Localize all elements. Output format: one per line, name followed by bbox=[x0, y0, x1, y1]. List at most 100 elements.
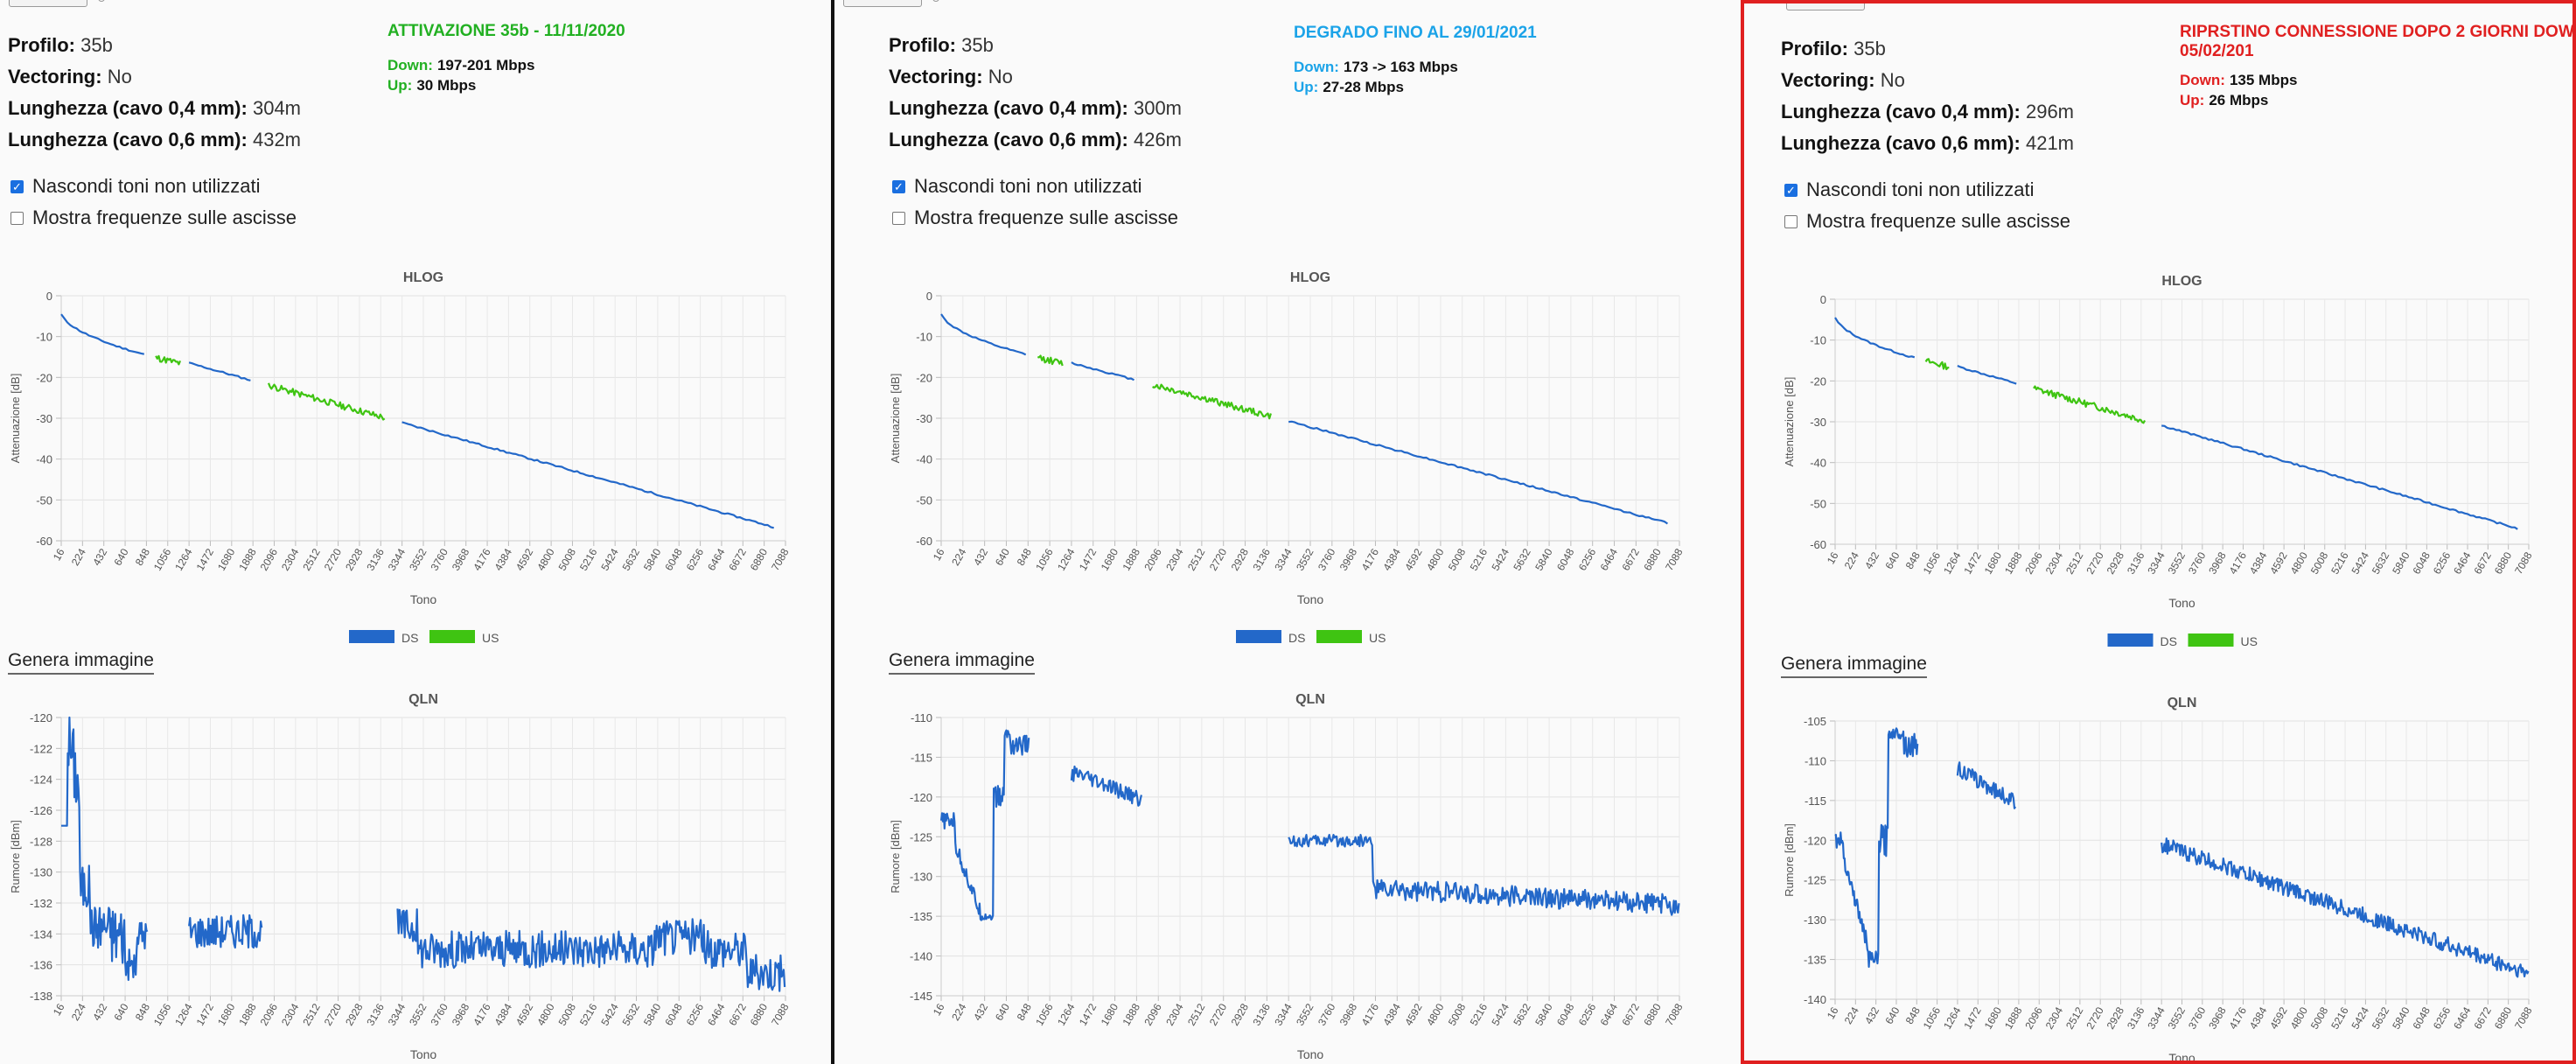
x-tick-label: 224 bbox=[949, 1001, 968, 1023]
top-radio-stub[interactable] bbox=[98, 0, 105, 2]
x-tick-label: 6464 bbox=[705, 1001, 728, 1027]
generate-image-link[interactable]: Genera immagine bbox=[8, 650, 154, 675]
x-tick-label: 5008 bbox=[556, 546, 579, 572]
y-tick-label: -40 bbox=[36, 453, 52, 466]
show-freq-label[interactable]: Mostra frequenze sulle ascisse bbox=[914, 206, 1179, 228]
x-tick-label: 5632 bbox=[620, 546, 643, 572]
top-radio-stub[interactable] bbox=[932, 0, 939, 2]
x-tick-label: 5216 bbox=[577, 546, 600, 572]
x-tick-label: 2304 bbox=[2043, 1004, 2066, 1031]
x-tick-label: 6672 bbox=[2471, 1004, 2494, 1031]
show-freq-checkbox[interactable] bbox=[1784, 214, 1798, 228]
x-tick-label: 1056 bbox=[1921, 1004, 1944, 1031]
hide-tones-label[interactable]: Nascondi toni non utilizzati bbox=[32, 175, 261, 197]
y-tick-label: -134 bbox=[30, 928, 52, 941]
ds-series-line bbox=[1834, 317, 1916, 359]
x-tick-label: 16 bbox=[931, 1001, 947, 1018]
show-freq-checkbox[interactable] bbox=[10, 211, 24, 225]
top-button-stub[interactable] bbox=[9, 0, 87, 7]
x-tick-label: 5840 bbox=[641, 1001, 664, 1027]
x-tick-label: 2720 bbox=[322, 546, 345, 572]
x-tick-label: 6256 bbox=[1576, 546, 1599, 572]
x-tick-label: 224 bbox=[69, 546, 88, 568]
x-tick-label: 6048 bbox=[662, 546, 685, 572]
x-tick-label: 7088 bbox=[2512, 1004, 2535, 1031]
legend-swatch-us bbox=[1316, 630, 1362, 643]
x-tick-label: 4176 bbox=[2227, 550, 2250, 576]
hide-tones-label[interactable]: Nascondi toni non utilizzati bbox=[914, 175, 1142, 197]
x-tick-label: 2512 bbox=[300, 1001, 323, 1027]
x-tick-label: 2720 bbox=[1207, 546, 1230, 572]
x-tick-label: 5840 bbox=[1532, 546, 1555, 572]
ds-series-line bbox=[2161, 424, 2518, 530]
y-tick-label: -40 bbox=[916, 453, 932, 466]
generate-image-link[interactable]: Genera immagine bbox=[889, 650, 1035, 675]
x-tick-label: 3760 bbox=[428, 546, 450, 572]
x-tick-label: 2928 bbox=[1229, 546, 1252, 572]
x-tick-label: 6464 bbox=[705, 546, 728, 572]
x-tick-label: 640 bbox=[1882, 550, 1902, 571]
x-tick-label: 5840 bbox=[2390, 550, 2412, 576]
x-tick-label: 6880 bbox=[1641, 546, 1664, 572]
top-button-stub[interactable] bbox=[1786, 4, 1865, 10]
legend-label-us: US bbox=[2241, 634, 2258, 647]
y-tick-label: -124 bbox=[30, 774, 52, 787]
x-tick-label: 1472 bbox=[194, 546, 217, 572]
x-tick-label: 640 bbox=[1882, 1004, 1902, 1026]
hide-tones-option[interactable]: ✓ Nascondi toni non utilizzati bbox=[1784, 174, 2070, 206]
hide-tones-checkbox[interactable]: ✓ bbox=[10, 179, 24, 193]
qln-chart: QLN -105 -110 -115 -120 -125 -130 -135 -140 16 224… bbox=[1774, 686, 2573, 1060]
x-tick-label: 4176 bbox=[1359, 1001, 1382, 1027]
panel-divider bbox=[831, 0, 834, 1064]
x-tick-label: 1680 bbox=[1099, 546, 1121, 572]
show-freq-label[interactable]: Mostra frequenze sulle ascisse bbox=[1806, 210, 2071, 232]
legend-swatch-us bbox=[2188, 634, 2234, 647]
x-tick-label: 6048 bbox=[2411, 1004, 2433, 1031]
x-tick-label: 2096 bbox=[2022, 1004, 2045, 1031]
x-tick-label: 3344 bbox=[1272, 546, 1295, 572]
length-06-label: Lunghezza (cavo 0,6 mm): bbox=[1781, 132, 2021, 154]
show-freq-checkbox[interactable] bbox=[892, 211, 905, 225]
x-tick-label: 6256 bbox=[684, 546, 707, 572]
y-tick-label: -130 bbox=[30, 866, 52, 879]
show-freq-option[interactable]: Mostra frequenze sulle ascisse bbox=[10, 202, 297, 234]
length-06-value: 426m bbox=[1133, 129, 1183, 150]
y-tick-label: -140 bbox=[1804, 993, 1826, 1006]
generate-image-link[interactable]: Genera immagine bbox=[1781, 654, 1927, 678]
y-tick-label: -120 bbox=[910, 791, 932, 804]
x-tick-label: 5216 bbox=[1468, 1001, 1490, 1027]
y-tick-label: -50 bbox=[36, 494, 52, 507]
profile-label: Profilo: bbox=[8, 34, 75, 56]
x-tick-label: 3344 bbox=[2145, 1004, 2168, 1031]
hide-tones-option[interactable]: ✓ Nascondi toni non utilizzati bbox=[10, 171, 297, 202]
profile-value: 35b bbox=[80, 34, 113, 56]
hide-tones-option[interactable]: ✓ Nascondi toni non utilizzati bbox=[892, 171, 1178, 202]
top-button-stub[interactable] bbox=[843, 0, 922, 7]
x-tick-label: 1888 bbox=[2002, 1004, 2025, 1031]
x-tick-label: 1472 bbox=[1077, 546, 1100, 572]
x-tick-label: 16 bbox=[1825, 550, 1841, 566]
x-tick-label: 2304 bbox=[1163, 1001, 1186, 1027]
x-tick-label: 432 bbox=[1862, 550, 1881, 571]
hide-tones-checkbox[interactable]: ✓ bbox=[892, 179, 905, 193]
x-tick-label: 1472 bbox=[1961, 1004, 1984, 1031]
x-tick-label: 2720 bbox=[1207, 1001, 1230, 1027]
x-tick-label: 1888 bbox=[2002, 550, 2025, 576]
x-tick-label: 5424 bbox=[1490, 1001, 1512, 1027]
y-tick-label: -125 bbox=[1804, 874, 1826, 887]
show-freq-option[interactable]: Mostra frequenze sulle ascisse bbox=[1784, 206, 2070, 237]
length-06-value: 421m bbox=[2025, 132, 2075, 154]
x-tick-label: 848 bbox=[1015, 546, 1034, 568]
x-tick-label: 5424 bbox=[2349, 550, 2372, 576]
x-tick-label: 16 bbox=[51, 1001, 67, 1018]
x-tick-label: 640 bbox=[993, 1001, 1012, 1023]
x-tick-label: 2096 bbox=[2022, 550, 2045, 576]
x-tick-label: 5216 bbox=[1468, 546, 1490, 572]
show-freq-label[interactable]: Mostra frequenze sulle ascisse bbox=[32, 206, 297, 228]
x-tick-label: 848 bbox=[133, 1001, 152, 1023]
hide-tones-label[interactable]: Nascondi toni non utilizzati bbox=[1806, 178, 2035, 200]
show-freq-option[interactable]: Mostra frequenze sulle ascisse bbox=[892, 202, 1178, 234]
hide-tones-checkbox[interactable]: ✓ bbox=[1784, 183, 1798, 197]
ds-series-line bbox=[1071, 361, 1135, 382]
x-tick-label: 2928 bbox=[2105, 550, 2127, 576]
